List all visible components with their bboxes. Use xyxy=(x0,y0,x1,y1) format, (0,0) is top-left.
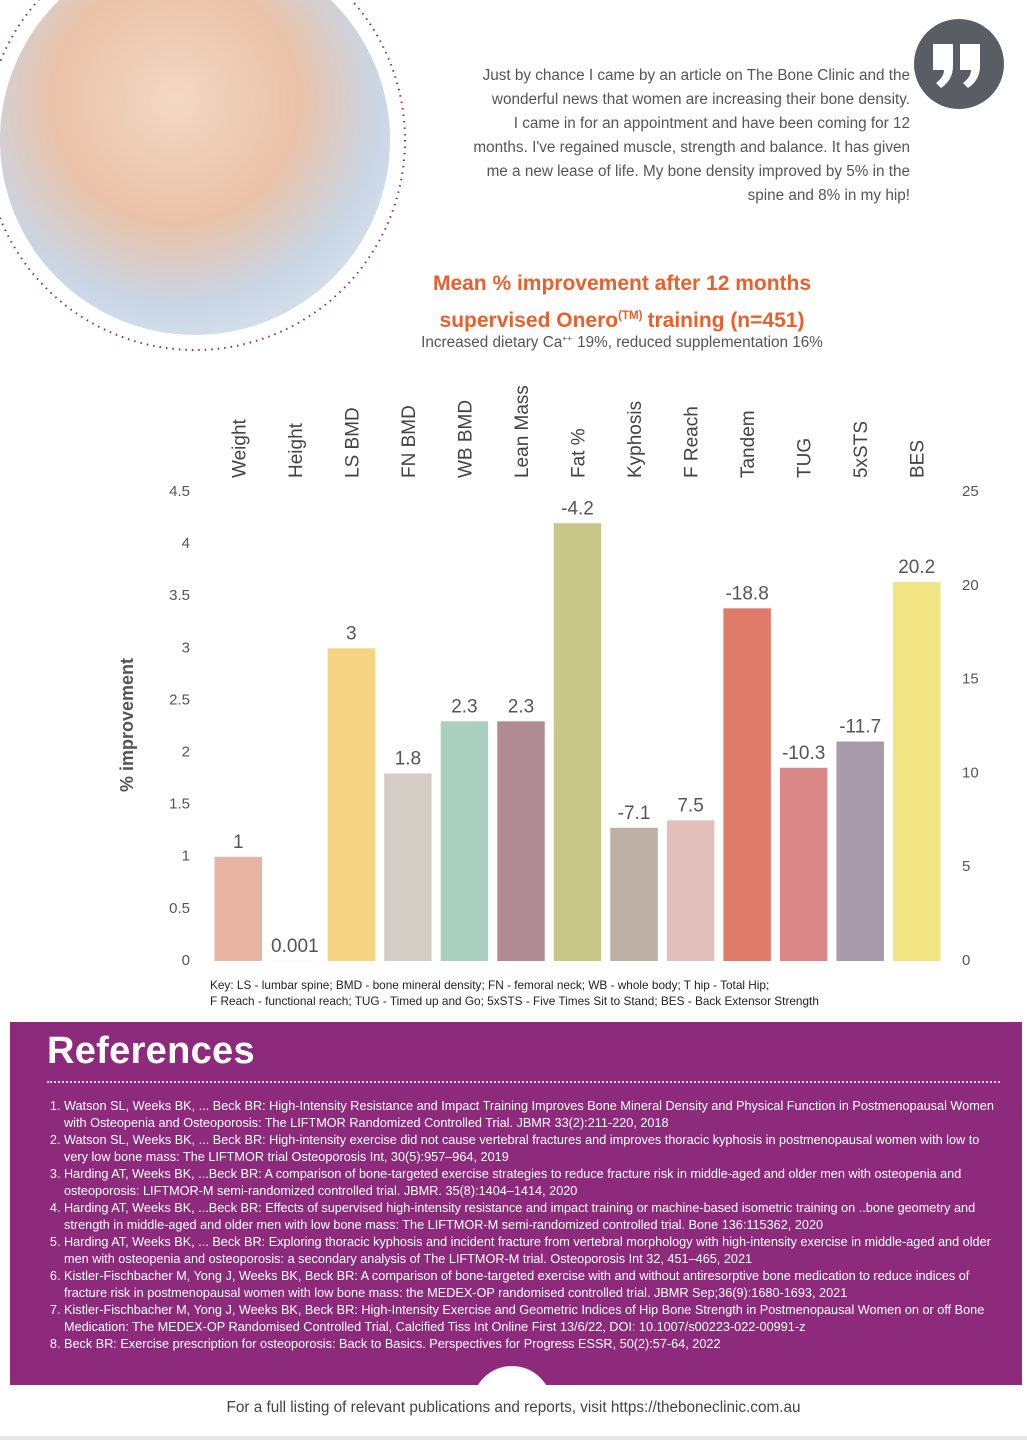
reference-item: Harding AT, Weeks BK, ... Beck BR: Explo… xyxy=(64,1234,1004,1268)
header-graphics xyxy=(0,0,1004,351)
title-line: Mean % improvement after 12 months xyxy=(432,272,812,295)
testimonial-line: months. I've regained muscle, strength a… xyxy=(473,139,910,156)
x-tick-label: LS BMD xyxy=(342,407,363,478)
reference-item: Watson SL, Weeks BK, ... Beck BR: High-i… xyxy=(64,1132,1004,1166)
y-tick-label: 3.5 xyxy=(169,587,190,604)
value-label: 1.8 xyxy=(395,748,421,769)
bar xyxy=(214,856,263,961)
reference-list: Watson SL, Weeks BK, ... Beck BR: High-I… xyxy=(47,1098,1004,1353)
value-label: -7.1 xyxy=(618,803,651,824)
x-tick-label: TUG xyxy=(795,438,816,478)
value-label: 2.3 xyxy=(508,696,534,717)
bar xyxy=(836,741,884,961)
value-label: 20.2 xyxy=(898,557,935,578)
references: References Watson SL, Weeks BK, ... Beck… xyxy=(10,1022,1022,1385)
y-tick-label: 3 xyxy=(182,639,190,656)
value-label: 3 xyxy=(346,623,357,644)
divider xyxy=(47,1081,1000,1083)
y2-tick-label: 20 xyxy=(962,577,979,594)
testimonial-line: spine and 8% in my hip! xyxy=(747,187,910,204)
x-tick-label: Height xyxy=(286,422,307,478)
testimonial-line: me a new lease of life. My bone density … xyxy=(486,163,910,180)
footer: For a full listing of relevant publicati… xyxy=(226,1399,801,1416)
reference-item: Harding AT, Weeks BK, ...Beck BR: A comp… xyxy=(64,1166,1004,1200)
testimonial-line: Just by chance I came by an article on T… xyxy=(482,67,910,84)
x-tick-label: 5xSTS xyxy=(851,421,872,478)
chart-title: Mean % improvement after 12 months super… xyxy=(322,268,922,337)
value-label: -4.2 xyxy=(561,498,594,519)
key-line: F Reach - functional reach; TUG - Timed … xyxy=(210,994,819,1008)
testimonial-line: I came in for an appointment and have be… xyxy=(513,115,910,132)
subtitle-text: 19%, reduced supplementation 16% xyxy=(577,334,823,352)
bar xyxy=(723,608,771,961)
value-label: 2.3 xyxy=(451,696,477,717)
value-label: 7.5 xyxy=(677,795,703,816)
reference-item: Watson SL, Weeks BK, ... Beck BR: High-I… xyxy=(64,1098,1004,1132)
y-tick-label: 2.5 xyxy=(169,691,190,708)
bar xyxy=(779,767,828,961)
divider xyxy=(0,1436,1027,1440)
reference-item: Harding AT, Weeks BK, ...Beck BR: Effect… xyxy=(64,1200,1004,1234)
key-line: Key: LS - lumbar spine; BMD - bone miner… xyxy=(210,978,770,992)
y-tick-label: 4.5 xyxy=(169,483,190,500)
x-tick-label: Fat % xyxy=(569,428,590,478)
x-tick-label: Tandem xyxy=(738,410,759,478)
subtitle-text: Increased dietary Ca xyxy=(421,334,563,352)
y-tick-label: 0.5 xyxy=(169,900,190,917)
quote-icon xyxy=(914,19,1004,109)
y-tick-label: 4 xyxy=(182,535,190,552)
bar xyxy=(610,827,658,961)
value-label: -18.8 xyxy=(725,583,768,604)
reference-item: Beck BR: Exercise prescription for osteo… xyxy=(64,1336,1004,1353)
y-tick-label: 1.5 xyxy=(169,796,190,813)
title-text: supervised Onero xyxy=(439,309,619,332)
title-sup: (TM) xyxy=(618,310,643,322)
y-tick-label: 2 xyxy=(182,744,190,761)
bar xyxy=(440,721,489,961)
chart-key: Key: LS - lumbar spine; BMD - bone miner… xyxy=(210,977,819,1009)
testimonial-line: wonderful news that women are increasing… xyxy=(491,91,910,108)
x-tick-label: Weight xyxy=(229,418,250,478)
y2-tick-label: 25 xyxy=(962,483,979,500)
y-tick-label: 0 xyxy=(182,952,190,969)
bar xyxy=(497,721,545,961)
y-tick-label: 1 xyxy=(182,848,190,865)
subtitle-sup: ++ xyxy=(562,333,573,343)
y2-tick-label: 5 xyxy=(962,858,970,875)
title-line: supervised Onero(TM) training (n=451) xyxy=(322,300,922,337)
references-title: References xyxy=(47,1030,255,1072)
y-axis-title: % improvement xyxy=(117,658,137,792)
title-text: training (n=451) xyxy=(647,309,805,332)
x-tick-label: F Reach xyxy=(682,406,703,478)
x-tick-label: Kyphosis xyxy=(625,401,646,478)
x-tick-label: FN BMD xyxy=(399,405,420,478)
y2-tick-label: 10 xyxy=(962,764,979,781)
chart-subtitle: Increased dietary Ca++ 19%, reduced suppl… xyxy=(322,333,922,352)
bar xyxy=(666,820,715,961)
bar xyxy=(892,582,941,961)
reference-item: Kistler-Fischbacher M, Yong J, Weeks BK,… xyxy=(64,1268,1004,1302)
x-tick-label: Lean Mass xyxy=(512,385,533,478)
bar xyxy=(327,648,376,961)
photo-border xyxy=(0,0,406,351)
x-tick-label: BES xyxy=(908,440,929,478)
chart: % improvement 00.511.522.533.544.5051015… xyxy=(117,385,979,969)
x-tick-label: WB BMD xyxy=(455,400,476,478)
reference-item: Kistler-Fischbacher M, Yong J, Weeks BK,… xyxy=(64,1302,1004,1336)
value-label: 1 xyxy=(233,832,244,853)
value-label: -10.3 xyxy=(782,743,825,764)
value-label: -11.7 xyxy=(839,717,881,738)
bar xyxy=(384,773,432,961)
bar xyxy=(553,523,602,961)
testimonial: Just by chance I came by an article on T… xyxy=(380,64,910,208)
y2-tick-label: 15 xyxy=(962,671,979,688)
y2-tick-label: 0 xyxy=(962,952,970,969)
photo xyxy=(0,0,390,335)
value-label: 0.001 xyxy=(271,936,319,957)
